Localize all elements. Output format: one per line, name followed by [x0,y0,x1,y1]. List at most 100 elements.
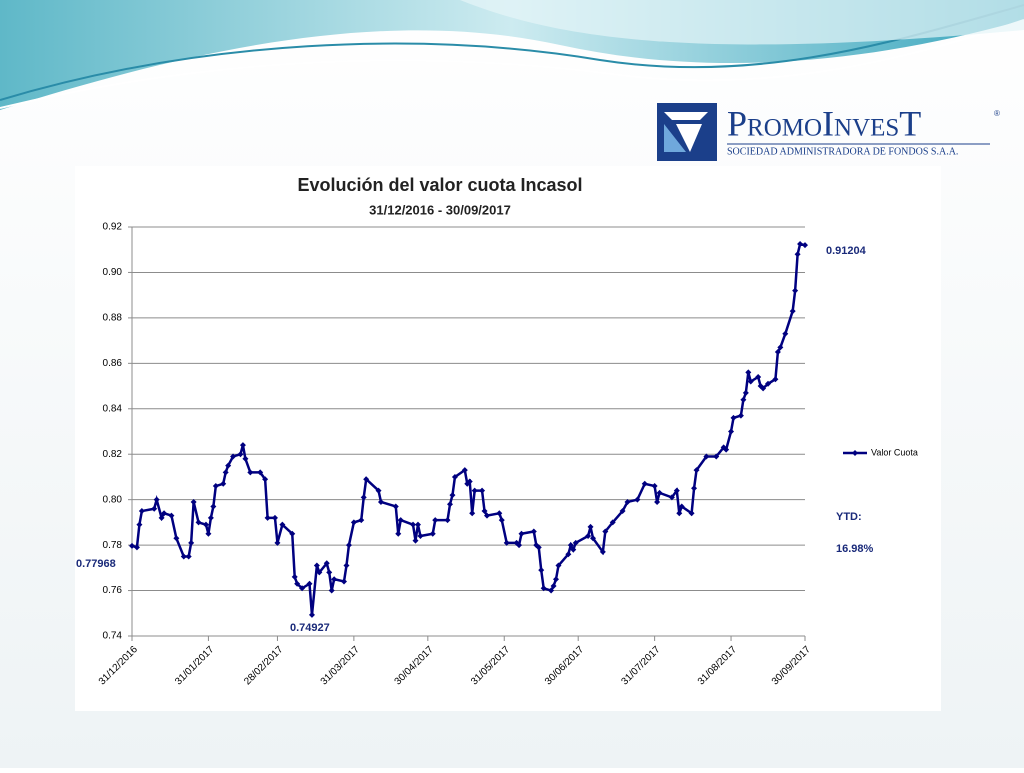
logo-icon [664,112,708,120]
point [518,530,525,537]
point [195,519,202,526]
chart-area [75,166,941,711]
point [341,578,348,585]
point [210,503,217,510]
point [153,496,160,503]
wave-line [0,19,1024,109]
logo-tagline: SOCIEDAD ADMINISTRADORA DE FONDOS S.A.A. [727,146,958,157]
point [742,389,749,396]
annotation: 0.77968 [76,558,116,570]
point [207,514,214,521]
point [313,562,320,569]
point [760,385,767,392]
chart-subtitle: 31/12/2016 - 30/09/2017 [369,202,511,217]
wave [460,0,1024,45]
point [624,498,631,505]
point [316,569,323,576]
point [247,469,254,476]
point [789,308,796,315]
logo-icon [676,124,702,152]
point [264,514,271,521]
point [323,560,330,567]
point [345,542,352,549]
point [688,510,695,517]
point [668,494,675,501]
point [619,508,626,515]
point [587,523,594,530]
point [343,562,350,569]
point [792,287,799,294]
point [414,521,421,528]
y-tick-label: 0.84 [103,403,123,414]
point [471,487,478,494]
point [641,480,648,487]
chart-title: Evolución del valor cuota Incasol [297,175,582,195]
point [161,510,168,517]
point [740,396,747,403]
point [589,535,596,542]
logo: PromoInvesT ® SOCIEDAD ADMINISTRADORA DE… [657,103,1000,161]
point [360,494,367,501]
point [565,551,572,558]
point [220,480,227,487]
point [133,544,140,551]
point [656,489,663,496]
point [466,478,473,485]
point [802,242,808,249]
point [747,378,754,385]
point [138,508,145,515]
point [242,455,249,462]
point [723,446,730,453]
point [289,530,296,537]
point [483,512,490,519]
point [730,414,737,421]
point [410,521,417,528]
point [188,539,195,546]
point [797,241,804,248]
legend-swatch [852,450,858,456]
point [274,539,281,546]
point [222,469,229,476]
y-tick-label: 0.80 [103,494,123,505]
point [392,503,399,510]
point [444,517,451,524]
point [570,546,577,553]
point [774,348,781,355]
logo-mark: ® [994,109,1000,118]
point [190,498,197,505]
point [481,508,488,515]
point [180,553,187,560]
annotation: 16.98% [836,543,874,555]
point [202,521,209,528]
point [553,576,560,583]
point [755,373,762,380]
point [205,530,212,537]
point [449,492,456,499]
point [737,412,744,419]
logo-name: PromoInvesT [727,103,921,143]
y-tick-label: 0.92 [103,222,123,233]
point [237,451,244,458]
y-tick-label: 0.76 [103,585,123,596]
point [503,539,510,546]
point [397,517,404,524]
annotation: 0.91204 [826,245,867,257]
logo-icon [664,124,686,152]
point [530,528,537,535]
y-tick-label: 0.86 [103,358,123,369]
point [291,573,298,580]
point [691,485,698,492]
point [136,521,143,528]
legend-label: Valor Cuota [871,447,918,457]
point [225,462,232,469]
point [461,467,468,474]
point [451,473,458,480]
wave-line [0,4,1024,101]
point [239,442,246,449]
point [271,514,278,521]
point [395,530,402,537]
point [634,496,641,503]
point [262,476,269,483]
point [173,535,180,542]
